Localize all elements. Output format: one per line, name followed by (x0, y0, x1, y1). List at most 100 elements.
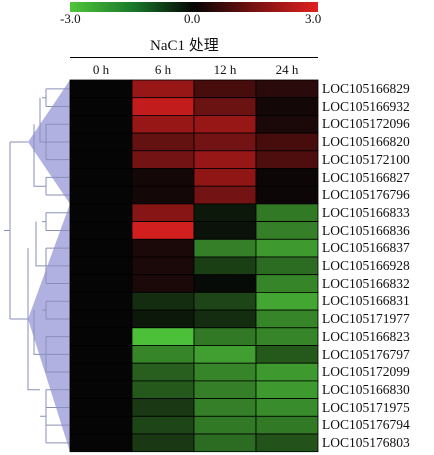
dendrogram-branch (40, 389, 47, 443)
heatmap-cell (193, 362, 257, 382)
heatmap-cell (255, 97, 319, 116)
group-underline (70, 57, 318, 58)
heatmap-cell (193, 203, 257, 222)
column-label-6h: 6 h (154, 62, 172, 77)
row-label: LOC105171977 (322, 311, 410, 327)
dendrogram-branch (33, 310, 40, 355)
heatmap-cell (255, 256, 319, 276)
heatmap-cell (131, 362, 195, 382)
heatmap-cell (255, 185, 319, 205)
heatmap-cell (193, 380, 257, 399)
row-label: LOC105166820 (322, 134, 410, 150)
heatmap-cell (69, 345, 133, 364)
dendrogram-branch (42, 88, 47, 107)
heatmap-cell (69, 291, 133, 311)
row-label: LOC105166928 (322, 258, 410, 273)
heatmap-cell (255, 362, 319, 382)
group-label: NaC1 处理 (150, 38, 219, 54)
heatmap-cell (69, 433, 133, 453)
row-label: LOC105172100 (322, 151, 410, 167)
row-label: LOC105166827 (322, 169, 410, 185)
heatmap-cells (69, 79, 319, 453)
dendrogram-branch (42, 177, 47, 196)
scale-min-label: -3.0 (60, 11, 81, 26)
dendrogram-branch (4, 141, 28, 320)
heatmap-cell (69, 185, 133, 205)
heatmap-cell (69, 150, 133, 169)
dendrogram-branch (27, 248, 40, 391)
heatmap-cell (255, 221, 319, 240)
heatmap-cell (255, 168, 319, 187)
heatmap-cell (193, 238, 257, 258)
heatmap-cell (69, 203, 133, 222)
heatmap-cell (69, 97, 133, 116)
dendrogram-branch (39, 97, 42, 143)
heatmap-cell (131, 115, 195, 134)
row-label: LOC105171975 (322, 399, 410, 415)
heatmap-cell (193, 97, 257, 116)
column-label-24h: 24 h (275, 62, 299, 77)
heatmap-cell (255, 238, 319, 258)
heatmap-cell (131, 309, 195, 329)
heatmap-cell (255, 274, 319, 293)
heatmap-cell (131, 291, 195, 311)
heatmap-cell (131, 132, 195, 152)
heatmap-cell (69, 132, 133, 152)
row-label: LOC105172099 (322, 364, 410, 380)
heatmap-cell (255, 132, 319, 152)
heatmap-cell (193, 327, 257, 346)
dendrogram-branch (42, 301, 47, 319)
heatmap-cell (69, 168, 133, 187)
scale-max-label: 3.0 (305, 11, 322, 26)
heatmap-cell (131, 203, 195, 222)
dendrogram-branch (33, 124, 42, 187)
heatmap-cell (255, 150, 319, 169)
dendrogram-branch (40, 248, 47, 284)
heatmap-cell (131, 433, 195, 453)
row-label: LOC105176797 (322, 346, 410, 362)
heatmap-cell (69, 79, 133, 99)
row-label: LOC105166832 (322, 275, 410, 291)
heatmap-cell (131, 415, 195, 435)
heatmap-cell (193, 256, 257, 276)
heatmap-cell (69, 309, 133, 329)
heatmap-cell (193, 168, 257, 187)
heatmap-cell (255, 415, 319, 435)
heatmap-cell (255, 398, 319, 417)
row-label: LOC105172096 (322, 116, 410, 132)
heatmap-cell (193, 132, 257, 152)
heatmap-cell (131, 168, 195, 187)
scale-mid-label: 0.0 (184, 11, 201, 26)
heatmap-cell (69, 221, 133, 240)
heatmap-cell (69, 115, 133, 134)
color-scale-bar (70, 2, 318, 12)
column-label-12h: 12 h (213, 62, 237, 77)
heatmap-cell (131, 380, 195, 399)
row-label: LOC105166830 (322, 381, 410, 397)
row-label: LOC105166837 (322, 240, 410, 256)
column-label-0h: 0 h (92, 62, 110, 77)
heatmap-cell (255, 380, 319, 399)
heatmap-cell (131, 238, 195, 258)
heatmap-cell (255, 309, 319, 329)
heatmap-cell (193, 185, 257, 205)
heatmap-cell (69, 274, 133, 293)
heatmap-cell (131, 274, 195, 293)
heatmap-cell (255, 327, 319, 346)
row-label: LOC105176794 (322, 417, 410, 433)
heatmap-cell (255, 291, 319, 311)
heatmap-cell (255, 79, 319, 99)
heatmap-cell (131, 398, 195, 417)
heatmap-cell (131, 345, 195, 364)
heatmap-cell (131, 327, 195, 346)
heatmap-cell (193, 150, 257, 169)
dendrogram-branch (35, 221, 40, 267)
row-label: LOC105166823 (322, 328, 410, 344)
row-label: LOC105166932 (322, 98, 410, 114)
heatmap-cell (193, 291, 257, 311)
heatmap-cell (193, 433, 257, 453)
heatmap-cell (255, 203, 319, 222)
heatmap-cell (193, 274, 257, 293)
heatmap-cell (131, 97, 195, 116)
